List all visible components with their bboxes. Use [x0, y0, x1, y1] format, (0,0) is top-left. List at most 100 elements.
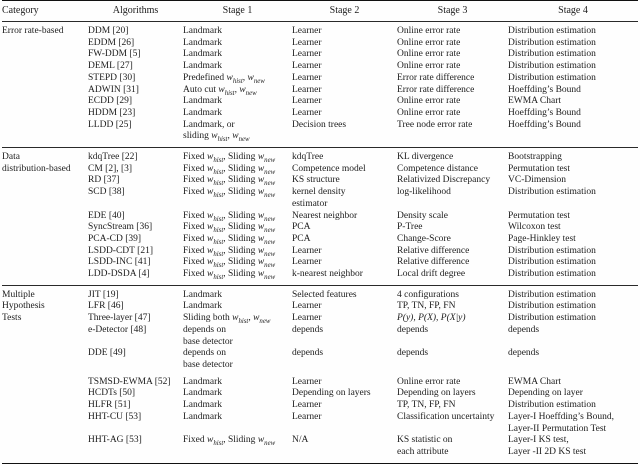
stage4-cell: Distribution estimation — [508, 26, 596, 36]
stage4-cell: Distribution estimation — [508, 187, 596, 198]
stage4-cell: Distribution estimation — [508, 269, 596, 280]
algorithm-name-cell: EDE [40] — [88, 210, 125, 221]
algorithm-name-cell: SyncStream [36] — [88, 222, 153, 233]
stage2-cell: Learner — [292, 49, 322, 60]
stage2-cell: Learner — [292, 245, 322, 256]
stage3-cell: P-Tree — [397, 222, 423, 233]
header-row: Category Algorithms Stage 1 Stage 2 Stag… — [2, 1, 638, 22]
header-stage3: Stage 3 — [437, 5, 468, 17]
stage2-cell: Learner — [292, 301, 322, 312]
stage4-cell: Permutation test — [508, 163, 571, 174]
header-stage2: Stage 2 — [329, 5, 360, 17]
stage1-cell: Fixed whist, Sliding wnew — [183, 175, 276, 188]
table-row: EDDM [26] Landmark Learner Online error rat… — [2, 38, 638, 50]
table-row: ADWIN [31] Auto cut whist, wnew Learner Err… — [2, 85, 638, 97]
algorithm-name-cell: e-Detector [48] — [88, 324, 147, 335]
table-row: HHT-CU [53] Landmark Learner Classification… — [2, 412, 638, 435]
stage2-cell: PCA — [292, 222, 311, 233]
stage3-cell: log-likelihood — [397, 187, 451, 198]
table-row: Data distribution-based kdqTree [22] Fixed … — [2, 148, 638, 174]
table-row: LDD-DSDA [4] Fixed whist, Sliding wnew k-n… — [2, 269, 638, 285]
table-row: LLDD [25] Landmark, or sliding whist, wnew… — [2, 120, 638, 148]
stage1-cell: Fixed whist, Sliding wnew — [183, 222, 276, 235]
stage3-cell: Error rate difference — [397, 84, 475, 95]
stage2-cell: N/A — [292, 435, 309, 446]
stage2-cell: Depending on layers — [292, 388, 371, 399]
stage3-cell: Relativized Discrepancy — [397, 175, 491, 186]
algorithm-name-cell: LFR [46] — [88, 301, 124, 312]
stage3-cell: TP, TN, FP, FN — [397, 301, 456, 312]
stage3-cell: Online error rate — [397, 37, 461, 48]
stage2-cell: Decision trees — [292, 119, 347, 130]
stage2-cell: Learner — [292, 313, 322, 324]
table-row: RD [37] Fixed whist, Sliding wnew KS struc… — [2, 175, 638, 187]
algorithm-name-cell: ADWIN [31] — [88, 84, 139, 95]
table-section: Multiple Hypothesis Tests JIT [19] Landmark S… — [2, 285, 638, 463]
algorithm-name-cell: CM [2], [3] — [88, 163, 133, 174]
stage4-cell: Depending on layer — [508, 388, 583, 399]
stage1-cell: Landmark — [183, 37, 223, 48]
table-row: HDDM [23] Landmark Learner Online error rat… — [2, 108, 638, 120]
stage1-cell: Landmark — [183, 301, 223, 312]
category-cell: Error rate-based — [2, 26, 64, 36]
stage1-cell: Landmark — [183, 26, 223, 36]
stage2-cell: Learner — [292, 107, 322, 118]
stage4-cell: VC-Dimension — [508, 175, 567, 186]
algorithm-name-cell: STEPD [30] — [88, 72, 136, 83]
algorithm-name-cell: Three-layer [47] — [88, 313, 151, 324]
stage1-cell: Fixed whist, Sliding wnew — [183, 210, 276, 223]
algorithm-name-cell: LLDD [25] — [88, 119, 132, 130]
stage2-cell: Learner — [292, 37, 322, 48]
stage4-cell: Layer-I KS test, Layer -II 2D KS test — [508, 435, 587, 457]
stage3-cell: Online error rate — [397, 96, 461, 107]
stage3-cell: Classification uncertainty — [397, 411, 495, 422]
stage3-cell: KL divergence — [397, 152, 454, 163]
algorithm-name-cell: HHT-CU [53] — [88, 411, 142, 422]
algorithm-name-cell: DEML [27] — [88, 61, 133, 72]
table-row: Multiple Hypothesis Tests JIT [19] Landmark S… — [2, 285, 638, 323]
stage3-cell: Change-Score — [397, 233, 451, 244]
stage4-cell: depends — [508, 348, 540, 359]
stage4-cell: Distribution estimation — [508, 257, 596, 268]
stage1-cell: Fixed whist, Sliding wnew — [183, 435, 276, 448]
stage4-cell: depends — [508, 324, 540, 335]
algorithm-name-cell: JIT [19] — [88, 289, 119, 300]
table-row: HLFR [51] Landmark Learner TP, TN, FP, FN Di… — [2, 400, 638, 412]
algorithm-name-cell: DDM [20] — [88, 26, 129, 36]
stage3-cell: P(y), P(X), P(X|y) — [397, 313, 466, 324]
stage1-cell: Landmark — [183, 411, 223, 422]
algorithm-name-cell: SCD [38] — [88, 187, 125, 198]
stage2-cell: Learner — [292, 61, 322, 72]
stage4-cell: Hoeffding’s Bound — [508, 119, 581, 130]
table-row: DEML [27] Landmark Learner Online error rat… — [2, 61, 638, 73]
header-stage1: Stage 1 — [222, 5, 253, 17]
stage2-cell: depends — [292, 348, 324, 359]
stage3-cell: Depending on layers — [397, 388, 476, 399]
stage4-cell: Hoeffding’s Bound — [508, 107, 581, 118]
stage2-cell: kdqTree — [292, 152, 324, 163]
stage1-cell: Landmark — [183, 107, 223, 118]
stage1-cell: Fixed whist, Sliding wnew — [183, 163, 276, 176]
algorithm-name-cell: TSMSD-EWMA [52] — [88, 376, 171, 387]
stage1-cell: depends on base detector — [183, 348, 233, 370]
stage2-cell: Competence model — [292, 163, 366, 174]
stage4-cell: Distribution estimation — [508, 37, 596, 48]
stage3-cell: Relative difference — [397, 257, 470, 268]
stage4-cell: Distribution estimation — [508, 49, 596, 60]
stage2-cell: Learner — [292, 411, 322, 422]
algorithm-name-cell: FW-DDM [5] — [88, 49, 141, 60]
stage4-cell: Bootstrapping — [508, 152, 562, 163]
table-row: LSDD-CDT [21] Fixed whist, Sliding wnew Le… — [2, 246, 638, 258]
table-row: e-Detector [48] depends on base detector de… — [2, 325, 638, 348]
algorithm-name-cell: LSDD-CDT [21] — [88, 245, 154, 256]
stage4-cell: Hoeffding’s Bound — [508, 84, 581, 95]
stage2-cell: Learner — [292, 72, 322, 83]
stage2-cell: kernel density estimator — [292, 187, 346, 209]
stage1-cell: Landmark — [183, 61, 223, 72]
algorithm-name-cell: PCA-CD [39] — [88, 233, 142, 244]
stage2-cell: Learner — [292, 84, 322, 95]
stage3-cell: Error rate difference — [397, 72, 475, 83]
stage3-cell: Online error rate — [397, 107, 461, 118]
stage1-cell: Fixed whist, Sliding wnew — [183, 233, 276, 246]
